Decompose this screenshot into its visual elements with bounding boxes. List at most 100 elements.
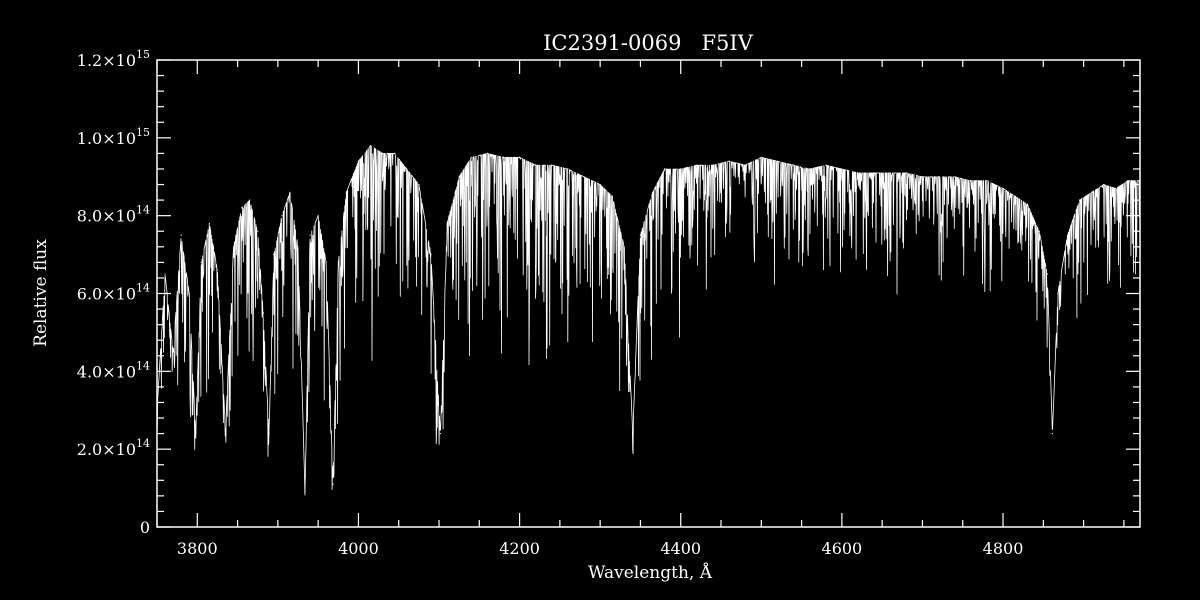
- spectrum-data-point: [1026, 203, 1028, 205]
- spectrum-data-point: [289, 191, 291, 193]
- spectrum-data-point: [1051, 433, 1053, 435]
- x-tick-label: 4600: [822, 539, 863, 558]
- spectrum-data-point: [297, 246, 299, 248]
- spectrum-data-point: [439, 433, 441, 435]
- plot-frame: [156, 59, 1141, 528]
- spectrum-data-point: [224, 429, 227, 431]
- y-tick-exponent: 14: [136, 282, 150, 295]
- spectrum-data-point: [954, 176, 956, 178]
- y-tick-mantissa: 6.0×10: [77, 285, 136, 304]
- x-axis-tick-labels: 3800 4000 4200 4400 4600 4800: [177, 539, 1023, 558]
- spectrum-data-point: [921, 176, 924, 178]
- spectrum-data-point: [309, 234, 311, 236]
- spectrum-data-point: [418, 183, 420, 186]
- y-tick-mantissa: 1.0×10: [77, 129, 136, 148]
- y-tick-label: 0: [140, 518, 150, 537]
- spectrum-data-point: [345, 191, 347, 193]
- y-tick-label: 8.0×1014: [77, 204, 150, 226]
- y-tick-label: 6.0×1014: [77, 282, 150, 304]
- spectrum-data-point: [332, 483, 334, 485]
- y-tick-label: 1.2×1015: [77, 48, 150, 70]
- y-tick-exponent: 15: [136, 48, 150, 61]
- y-tick-label: 2.0×1014: [77, 437, 150, 459]
- spectrum-data-point: [986, 180, 988, 182]
- spectrum-data-point: [760, 156, 762, 158]
- spectrum-data-point: [249, 199, 251, 201]
- y-tick-mantissa: 2.0×10: [77, 440, 136, 459]
- chart-title: IC2391-0069 F5IV: [543, 31, 754, 55]
- x-tick-label: 4200: [499, 539, 540, 558]
- y-tick-label: 1.0×1015: [77, 126, 150, 148]
- spectrum-data-point: [970, 180, 972, 182]
- spectrum-data-point: [712, 164, 714, 166]
- spectrum-data-point: [1079, 199, 1081, 201]
- y-axis-ticks: [157, 59, 1140, 528]
- spectrum-data-point: [1103, 183, 1105, 186]
- spectrum-data-point: [1057, 292, 1059, 295]
- spectrum-data-point: [938, 176, 940, 178]
- spectrum-data-point: [776, 160, 779, 162]
- spectrum-data-point: [792, 164, 795, 166]
- spectrum-data-point: [519, 156, 521, 158]
- spectrum-data-point: [873, 172, 875, 174]
- spectrum-data-point: [200, 261, 202, 263]
- x-tick-label: 4400: [660, 539, 701, 558]
- y-tick-label: 4.0×1014: [77, 359, 150, 381]
- y-tick-mantissa: 4.0×10: [77, 362, 136, 381]
- spectrum-data-point: [325, 261, 327, 263]
- spectrum-data-point: [337, 261, 339, 263]
- spectrum-data-point: [1091, 191, 1093, 193]
- spectrum-data-point: [394, 152, 396, 154]
- y-axis-tick-labels: 02.0×10144.0×10146.0×10148.0×10141.0×101…: [77, 48, 150, 537]
- spectrum-data-point: [1066, 234, 1069, 236]
- x-tick-label: 4000: [338, 539, 379, 558]
- spectrum-data-point: [728, 160, 730, 162]
- spectrum-data-point: [317, 215, 319, 217]
- spectrum-data-point: [188, 292, 190, 295]
- y-tick-mantissa: 1.2×10: [77, 51, 136, 70]
- x-tick-label: 3800: [177, 539, 218, 558]
- spectrum-data-point: [651, 191, 654, 193]
- spectrum-data-point: [430, 254, 432, 256]
- spectrum-data-point: [357, 160, 359, 162]
- spectrum-data-point: [857, 172, 859, 174]
- spectrum-data-point: [1127, 180, 1129, 182]
- spectrum-series-line: [156, 145, 1141, 496]
- spectrum-data-point: [502, 156, 505, 158]
- spectrum-data-point: [535, 164, 537, 166]
- spectrum-data-point: [623, 246, 625, 248]
- spectrum-data-point: [458, 176, 460, 178]
- spectrum-data-point: [156, 409, 158, 411]
- y-tick-exponent: 14: [136, 359, 150, 372]
- spectrum-data-point: [268, 433, 270, 435]
- y-tick-mantissa: 0: [140, 518, 150, 537]
- spectrum-data-point: [680, 168, 682, 170]
- spectrum-data-point: [304, 491, 306, 493]
- spectrum-data-point: [257, 230, 259, 232]
- x-axis-label: Wavelength, Å: [588, 562, 713, 583]
- spectrum-data-point: [446, 222, 448, 224]
- spectrum-data-point: [1046, 273, 1048, 275]
- spectrum-data-point: [1115, 187, 1117, 189]
- spectrum-data-point: [551, 164, 553, 166]
- y-tick-exponent: 14: [136, 437, 150, 450]
- spectrum-data-point: [1014, 195, 1016, 197]
- spectrum-data-point: [889, 172, 891, 174]
- spectrum-data-point: [195, 433, 197, 435]
- spectrum-data-point: [1139, 180, 1141, 182]
- spectrum-data-point: [664, 168, 666, 170]
- x-axis-ticks: [156, 60, 1125, 527]
- spectrum-data-point: [470, 156, 472, 158]
- spectrum-data-point: [262, 312, 264, 314]
- spectrum-data-point: [281, 215, 283, 217]
- y-tick-exponent: 15: [136, 126, 150, 139]
- spectrum-data-point: [632, 433, 634, 435]
- y-axis-label: Relative flux: [31, 239, 51, 347]
- spectrum-data-point: [567, 168, 569, 170]
- spectrum-data-point: [744, 164, 746, 166]
- spectrum-data-point: [809, 168, 811, 170]
- spectrum-data-point: [583, 176, 585, 178]
- series-layer: [156, 145, 1141, 496]
- spectrum-data-point: [486, 152, 488, 154]
